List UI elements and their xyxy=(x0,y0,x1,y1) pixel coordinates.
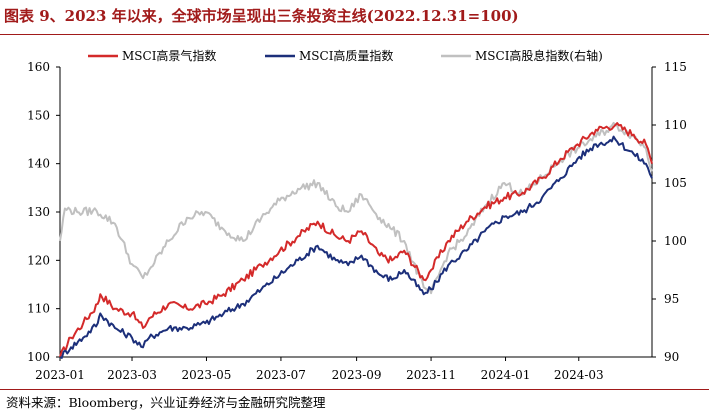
y-left-tick-label: 140 xyxy=(27,157,50,171)
source-divider xyxy=(0,389,709,390)
y-left-tick-label: 160 xyxy=(27,60,50,74)
legend-label-1: MSCI高质量指数 xyxy=(299,48,393,63)
source-note: 资料来源：Bloomberg，兴业证券经济与金融研究院整理 xyxy=(6,395,326,410)
x-tick-label: 2023-07 xyxy=(256,368,306,382)
x-tick-label: 2024-03 xyxy=(554,368,604,382)
y-left-tick-label: 100 xyxy=(27,350,50,364)
chart-title: 图表 9、2023 年以来，全球市场呈现出三条投资主线(2022.12.31=1… xyxy=(4,7,519,25)
y-right-tick-label: 95 xyxy=(664,292,679,306)
y-left-tick-label: 110 xyxy=(27,302,50,316)
x-tick-label: 2023-11 xyxy=(406,368,456,382)
y-right-tick-label: 115 xyxy=(664,60,687,74)
x-tick-label: 2024-01 xyxy=(481,368,531,382)
x-tick-label: 2023-05 xyxy=(182,368,232,382)
x-tick-label: 2023-03 xyxy=(107,368,157,382)
title-divider xyxy=(0,34,709,35)
x-tick-label: 2023-01 xyxy=(35,368,85,382)
legend-label-2: MSCI高股息指数(右轴) xyxy=(475,48,603,63)
y-right-tick-label: 110 xyxy=(664,118,687,132)
y-right-tick-label: 90 xyxy=(664,350,679,364)
series-line-0 xyxy=(59,122,653,358)
y-left-tick-label: 150 xyxy=(27,108,50,122)
chart-canvas: 100 110 120 130 140 150 160 90 95 100 105 110 115 202… xyxy=(27,48,687,382)
x-tick-label: 2023-09 xyxy=(332,368,382,382)
series-line-2 xyxy=(59,121,653,295)
series-line-1 xyxy=(59,135,653,359)
y-right-tick-label: 100 xyxy=(664,234,687,248)
y-right-tick-label: 105 xyxy=(664,176,687,190)
legend-label-0: MSCI高景气指数 xyxy=(122,48,216,63)
title-bar: 图表 9、2023 年以来，全球市场呈现出三条投资主线(2022.12.31=1… xyxy=(0,0,709,36)
y-left-tick-label: 120 xyxy=(27,253,50,267)
y-left-tick-label: 130 xyxy=(27,205,50,219)
